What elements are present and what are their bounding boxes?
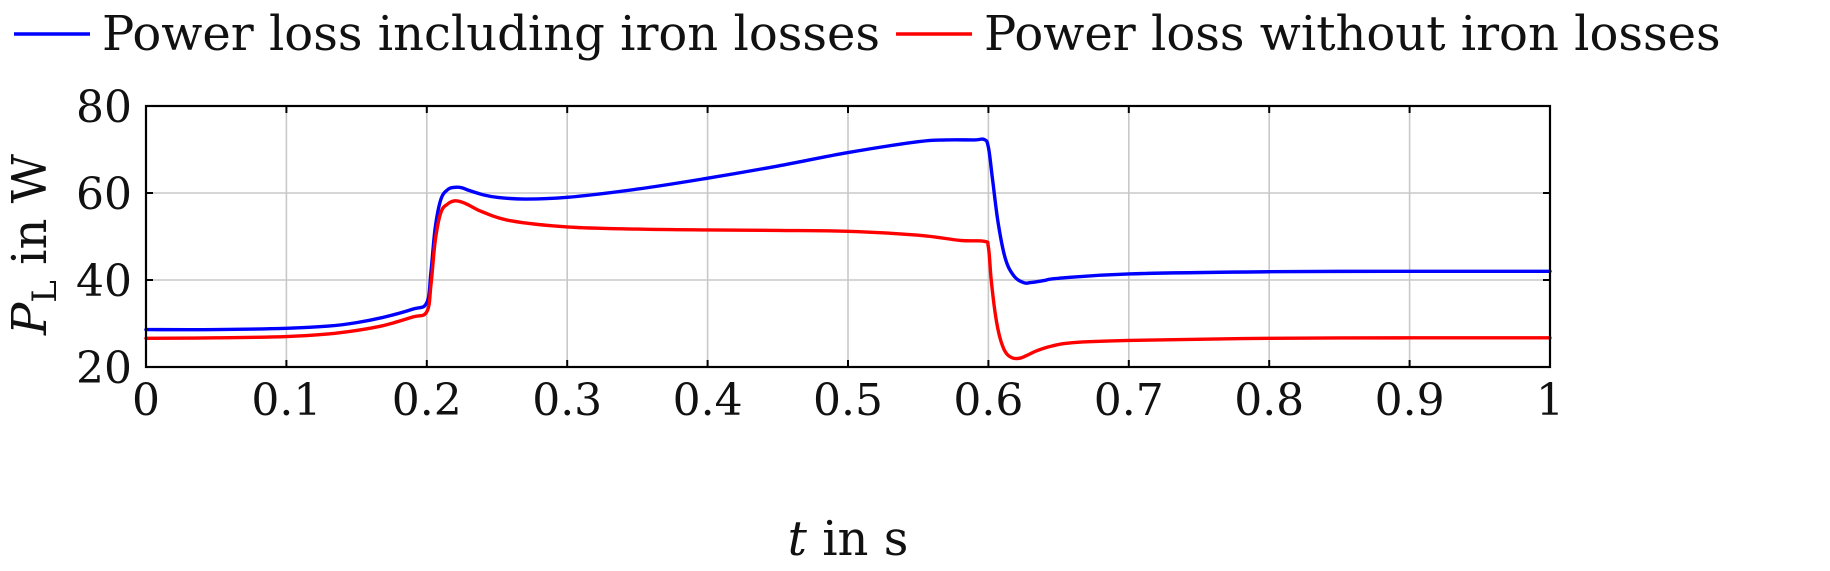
x-tick-label: 0.9 <box>1375 375 1445 426</box>
x-axis-label-symbol: t <box>788 511 808 567</box>
y-axis-label-subscript: L <box>25 280 65 303</box>
legend-label: Power loss without iron losses <box>984 6 1721 62</box>
x-tick-label: 0.8 <box>1234 375 1304 426</box>
y-axis-label-symbol: P <box>2 302 58 336</box>
x-tick-label: 0.6 <box>953 375 1023 426</box>
series-layer <box>144 137 1552 361</box>
series-line-1 <box>144 137 1552 332</box>
x-tick-label: 0.7 <box>1094 375 1164 426</box>
x-tick-label: 1 <box>1536 375 1564 426</box>
legend: Power loss including iron losses Power lo… <box>14 6 1721 62</box>
legend-label: Power loss including iron losses <box>102 6 880 62</box>
tick-labels: 0 0.1 0.2 0.3 0.4 0.5 0.6 0.7 0.8 0.9 1 20 40 60 80 <box>76 82 1564 426</box>
x-axis-label-unit: in s <box>807 511 908 567</box>
x-tick-label: 0.5 <box>813 375 883 426</box>
x-axis-label: t in s <box>788 511 909 567</box>
x-tick-label: 0.2 <box>392 375 462 426</box>
x-tick-label: 0.4 <box>673 375 743 426</box>
legend-item-1: Power loss including iron losses <box>14 6 880 62</box>
x-tick-label: 0.3 <box>532 375 602 426</box>
y-tick-label: 40 <box>76 256 132 307</box>
legend-item-2: Power loss without iron losses <box>896 6 1721 62</box>
y-axis-label: PL in W <box>2 153 65 336</box>
y-axis-label-unit: in W <box>2 153 58 280</box>
x-tick-label: 0.1 <box>251 375 321 426</box>
x-tick-label: 0 <box>132 375 160 426</box>
y-tick-label: 80 <box>76 82 132 133</box>
y-tick-label: 20 <box>76 343 132 394</box>
grid <box>146 106 1550 367</box>
series-line-2 <box>144 199 1552 361</box>
y-tick-label: 60 <box>76 169 132 220</box>
tick-marks <box>145 105 1551 368</box>
